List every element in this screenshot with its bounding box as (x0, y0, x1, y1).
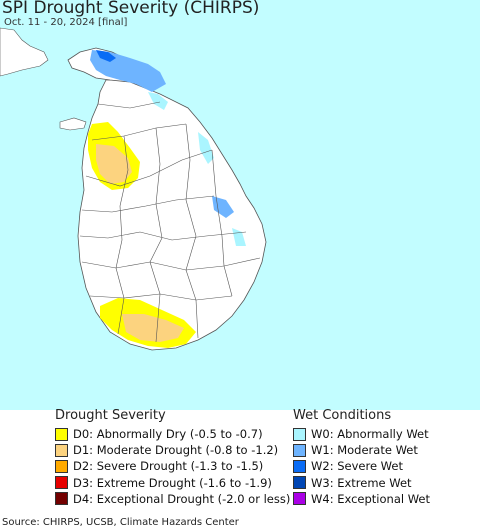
india-coast (0, 27, 49, 77)
legend-label-d3: D3: Extreme Drought (-1.6 to -1.9) (73, 475, 272, 490)
map-svg (0, 0, 480, 410)
legend-swatch-d2 (55, 459, 68, 473)
wet-severe-north (96, 50, 116, 62)
legend-swatch-d1 (55, 443, 68, 457)
wet-legend-heading: Wet Conditions (293, 408, 392, 423)
wet-moderate-east (212, 196, 234, 218)
legend-label-w3: W3: Extreme Wet (311, 475, 412, 490)
legend-swatch-d3 (55, 476, 68, 490)
mannar-island (59, 117, 87, 131)
legend-label-d2: D2: Severe Drought (-1.3 to -1.5) (73, 459, 264, 474)
legend-swatch-w0 (293, 427, 306, 441)
legend-label-w2: W2: Severe Wet (311, 459, 403, 474)
legend-item-w0: W0: Abnormally Wet (293, 426, 430, 442)
map-date-subtitle: Oct. 11 - 20, 2024 [final] (4, 17, 128, 28)
legend-swatch-w1 (293, 443, 306, 457)
legend-swatch-w2 (293, 459, 306, 473)
legend-item-d0: D0: Abnormally Dry (-0.5 to -0.7) (55, 426, 290, 442)
drought-legend-heading: Drought Severity (55, 408, 166, 423)
legend-item-w1: W1: Moderate Wet (293, 442, 430, 458)
drought-legend: Drought Severity D0: Abnormally Dry (-0.… (55, 408, 290, 507)
legend-label-d4: D4: Exceptional Drought (-2.0 or less) (73, 491, 291, 506)
wet-abnormal-east2 (232, 228, 246, 246)
wet-abnormal-northeast (148, 92, 168, 110)
wet-legend: Wet Conditions W0: Abnormally Wet W1: Mo… (293, 408, 430, 507)
district-boundaries (79, 101, 261, 343)
moderate-drought-northwest (96, 144, 132, 184)
legend-label-w1: W1: Moderate Wet (311, 443, 418, 458)
moderate-drought-south (122, 314, 184, 342)
legend-item-w4: W4: Exceptional Wet (293, 491, 430, 507)
map-area (0, 0, 480, 410)
legend-swatch-d4 (55, 492, 68, 506)
legend-label-w0: W0: Abnormally Wet (311, 427, 429, 442)
legend-label-d1: D1: Moderate Drought (-0.8 to -1.2) (73, 443, 279, 458)
legend-item-d3: D3: Extreme Drought (-1.6 to -1.9) (55, 475, 290, 491)
wet-abnormal-east (198, 132, 214, 164)
legend-swatch-w4 (293, 492, 306, 506)
legend-swatch-w3 (293, 476, 306, 490)
legend-item-d1: D1: Moderate Drought (-0.8 to -1.2) (55, 442, 290, 458)
legend-label-w4: W4: Exceptional Wet (311, 491, 430, 506)
source-credit: Source: CHIRPS, UCSB, Climate Hazards Ce… (2, 517, 239, 528)
legend-item-d2: D2: Severe Drought (-1.3 to -1.5) (55, 458, 290, 474)
legend-item-w3: W3: Extreme Wet (293, 475, 430, 491)
legend-label-d0: D0: Abnormally Dry (-0.5 to -0.7) (73, 427, 263, 442)
legend-item-w2: W2: Severe Wet (293, 458, 430, 474)
legend-item-d4: D4: Exceptional Drought (-2.0 or less) (55, 491, 290, 507)
page-title: SPI Drought Severity (CHIRPS) (2, 0, 260, 18)
legend-swatch-d0 (55, 427, 68, 441)
